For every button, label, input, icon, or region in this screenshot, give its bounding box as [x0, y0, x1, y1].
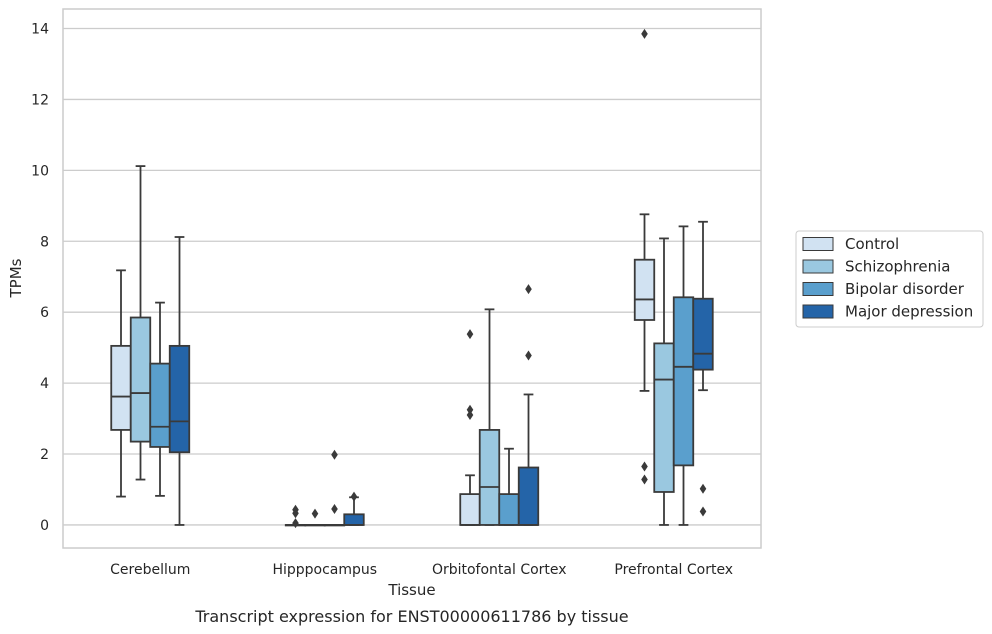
box	[692, 297, 714, 371]
box	[168, 344, 191, 454]
outlier-point	[641, 28, 648, 39]
y-tick-labels: 0 2 4 6 8 10 12 14	[31, 22, 49, 534]
x-axis-title: Tissue	[387, 581, 435, 599]
outlier-point	[641, 461, 648, 472]
legend-label: Control	[845, 235, 899, 253]
legend-label: Bipolar disorder	[845, 280, 965, 298]
y-tick-label: 8	[40, 234, 49, 250]
box	[498, 493, 520, 526]
x-tick-label: Hipppocampus	[272, 562, 377, 578]
box-group	[478, 308, 501, 526]
y-axis-title: TPMs	[7, 258, 25, 298]
box-group	[633, 28, 656, 485]
box	[110, 344, 132, 431]
box	[343, 513, 365, 526]
y-tick-label: 4	[40, 376, 49, 392]
box-group	[517, 284, 540, 526]
y-tick-label: 12	[31, 92, 49, 108]
legend-swatch	[802, 259, 834, 274]
box	[478, 429, 501, 526]
outlier-point	[292, 518, 299, 529]
boxes-layer	[110, 28, 714, 529]
box	[517, 466, 540, 526]
box	[672, 296, 695, 467]
box	[149, 362, 171, 448]
outlier-point	[699, 506, 707, 517]
x-tick-label: Orbitofontal Cortex	[432, 562, 567, 578]
box	[633, 258, 656, 321]
y-tick-label: 2	[40, 447, 49, 463]
chart-caption: Transcript expression for ENST0000061178…	[194, 607, 628, 626]
legend-swatch	[802, 282, 834, 296]
outlier-point	[525, 350, 532, 361]
box-group	[149, 301, 171, 497]
y-tick-label: 6	[40, 305, 49, 321]
y-tick-label: 0	[40, 518, 49, 534]
outlier-point	[699, 483, 707, 494]
plot-frame	[62, 8, 762, 549]
outlier-point	[292, 504, 299, 515]
legend: Control Schizophrenia Bipolar disorder Majo…	[795, 230, 984, 328]
legend-swatch	[802, 237, 834, 251]
outlier-point	[641, 474, 648, 485]
outlier-point	[331, 449, 338, 460]
legend-label: Major depression	[845, 303, 973, 321]
box-group	[168, 236, 191, 526]
y-tick-label: 10	[31, 163, 49, 179]
x-tick-label: Prefrontal Cortex	[614, 562, 733, 578]
x-tick-labels: Cerebellum Hipppocampus Orbitofontal Corte…	[110, 562, 733, 578]
box-group	[459, 329, 481, 526]
legend-swatch	[802, 304, 834, 319]
legend-label: Schizophrenia	[845, 258, 950, 276]
outlier-point	[311, 508, 319, 519]
box-group	[692, 220, 714, 517]
box-group	[672, 225, 695, 526]
box-group	[343, 491, 365, 526]
box	[653, 342, 675, 493]
outlier-point	[466, 404, 474, 415]
outlier-point	[331, 503, 338, 514]
outlier-point	[466, 329, 474, 340]
outlier-point	[466, 410, 474, 421]
outlier-point	[525, 284, 532, 295]
box-group	[129, 165, 152, 481]
box-group	[110, 269, 132, 498]
legend-frame	[795, 230, 984, 328]
x-tick-label: Cerebellum	[110, 562, 190, 578]
box	[129, 316, 152, 443]
box	[459, 493, 481, 526]
y-tick-label: 14	[31, 22, 49, 38]
outlier-point	[350, 491, 358, 502]
